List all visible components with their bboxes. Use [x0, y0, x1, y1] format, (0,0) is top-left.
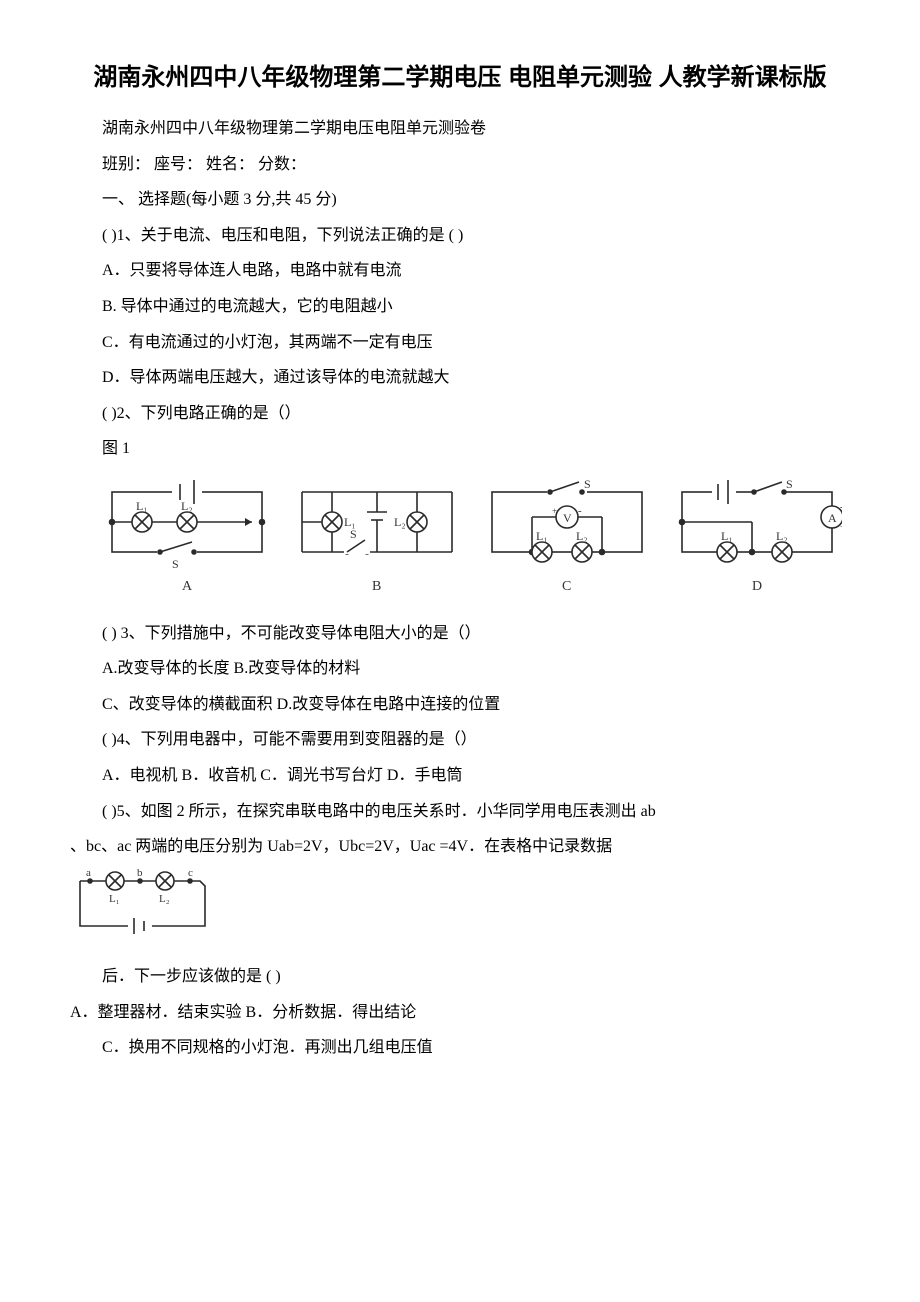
header-line: 班别： 座号： 姓名： 分数：	[70, 152, 850, 178]
option-1d: D．导体两端电压越大，通过该导体的电流就越大	[70, 365, 850, 391]
circuit-diagram-figure-2: a b c L₁ L₂	[70, 866, 850, 955]
lamp-label: L₁	[109, 893, 120, 905]
option-3ab: A.改变导体的长度 B.改变导体的材料	[70, 656, 850, 682]
svg-text:-: -	[840, 501, 842, 513]
subtitle: 湖南永州四中八年级物理第二学期电压电阻单元测验卷	[70, 116, 850, 142]
option-1a: A．只要将导体连人电路，电路中就有电流	[70, 258, 850, 284]
switch-label: S	[786, 477, 793, 491]
node-b-label: b	[137, 867, 143, 879]
question-5-line1: ( )5、如图 2 所示，在探究串联电路中的电压关系时．小华同学用电压表测出 a…	[70, 799, 850, 825]
svg-text:-: -	[578, 505, 582, 517]
option-1b: B. 导体中通过的电流越大，它的电阻越小	[70, 294, 850, 320]
question-2: ( )2、下列电路正确的是（）	[70, 401, 850, 427]
svg-text:+: +	[840, 522, 842, 532]
lamp-label: L₂	[776, 529, 788, 543]
node-c-label: c	[188, 867, 193, 879]
switch-label: S	[172, 557, 179, 571]
option-5c: C．换用不同规格的小灯泡．再测出几组电压值	[70, 1035, 850, 1061]
question-3: ( ) 3、下列措施中，不可能改变导体电阻大小的是（）	[70, 621, 850, 647]
circuit-diagram-figure-1: L₁ L₂ S A	[102, 472, 850, 611]
circuit-label-b: B	[372, 579, 381, 594]
circuit-label-a: A	[182, 579, 193, 594]
lamp-label: L₂	[181, 499, 193, 513]
node-a-label: a	[86, 867, 91, 879]
lamp-label: L₂	[394, 515, 406, 529]
option-4: A．电视机 B．收音机 C．调光书写台灯 D．手电筒	[70, 763, 850, 789]
question-4: ( )4、下列用电器中，可能不需要用到变阻器的是（）	[70, 727, 850, 753]
circuit-label-d: D	[752, 579, 762, 594]
lamp-label: L₂	[159, 893, 170, 905]
circuit-label-c: C	[562, 579, 571, 594]
voltmeter-label: V	[563, 511, 572, 525]
svg-text:+: +	[552, 506, 557, 516]
lamp-label: L₁	[721, 529, 733, 543]
page-title: 湖南永州四中八年级物理第二学期电压 电阻单元测验 人教学新课标版	[70, 60, 850, 96]
question-5-after: 后．下一步应该做的是 ( )	[70, 964, 850, 990]
section-heading: 一、 选择题(每小题 3 分,共 45 分)	[70, 187, 850, 213]
option-5ab: A．整理器材．结束实验 B．分析数据．得出结论	[70, 1000, 850, 1026]
figure-1-label: 图 1	[70, 436, 850, 462]
lamp-label: L₁	[536, 529, 548, 543]
switch-label: S	[350, 527, 357, 541]
lamp-label: L₂	[576, 529, 588, 543]
option-3cd: C、改变导体的横截面积 D.改变导体在电路中连接的位置	[70, 692, 850, 718]
switch-label: S	[584, 477, 591, 491]
ammeter-label: A	[828, 511, 837, 525]
question-1: ( )1、关于电流、电压和电阻，下列说法正确的是 ( )	[70, 223, 850, 249]
question-5-line2: 、bc、ac 两端的电压分别为 Uab=2V，Ubc=2V，Uac =4V．在表…	[70, 834, 850, 860]
option-1c: C．有电流通过的小灯泡，其两端不一定有电压	[70, 330, 850, 356]
lamp-label: L₁	[136, 499, 148, 513]
